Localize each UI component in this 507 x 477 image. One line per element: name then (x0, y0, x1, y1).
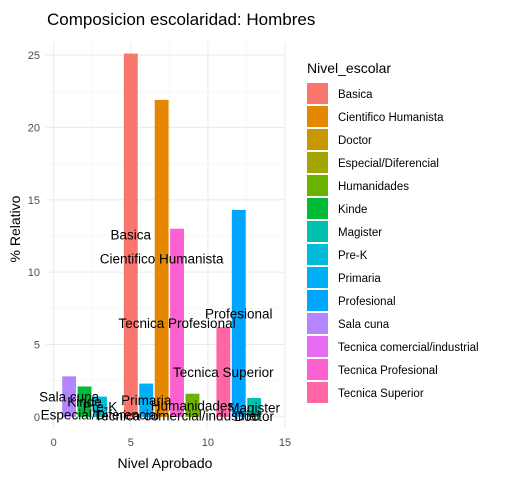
bars (62, 53, 262, 417)
legend-label-tecnica-profesional: Tecnica Profesional (338, 365, 438, 377)
bar-label-especial-diferencial: Especial/Diferencial (41, 408, 160, 423)
legend-label-especial-diferencial: Especial/Diferencial (338, 158, 439, 170)
legend-swatch-magister (307, 221, 328, 242)
bar-label-primaria: Primaria (121, 393, 172, 408)
legend-label-tecnica-comercial-industrial: Tecnica comercial/industrial (338, 342, 479, 354)
legend-swatch-kinde (307, 198, 328, 219)
bar-labels: Basica Cientifico Humanista Doctor Especial… (39, 228, 280, 425)
y-tick-label: 5 (34, 340, 40, 352)
legend-swatch-pre-k (307, 244, 328, 265)
bar-label-humanidades: Humanidades (151, 398, 235, 413)
bar-basica (123, 53, 138, 417)
legend-label-primaria: Primaria (338, 273, 381, 285)
x-tick-label: 0 (51, 437, 57, 449)
bar-sala-cuna (62, 376, 77, 417)
x-axis-title: Nivel Aprobado (118, 455, 213, 471)
y-axis-title: % Relativo (7, 195, 23, 262)
x-tick-label: 5 (128, 437, 134, 449)
bar-label-doctor: Doctor (234, 409, 274, 424)
bar-label-profesional: Profesional (205, 306, 273, 321)
bar-cientifico-humanista (154, 99, 169, 417)
legend-label-magister: Magister (338, 227, 382, 239)
legend-label-doctor: Doctor (338, 135, 372, 147)
y-tick-label: 15 (28, 195, 40, 207)
bar-label-magister: Magister (228, 400, 280, 415)
legend-label-basica: Basica (338, 89, 373, 101)
bar-tecnica-profesional (170, 228, 185, 417)
y-tick-label: 0 (34, 412, 40, 424)
bar-primaria (139, 383, 154, 417)
legend-title: Nivel_escolar (307, 60, 391, 76)
legend: Basica Cientifico Humanista Doctor Especial… (307, 83, 479, 403)
y-axis-ticks: 0 5 10 15 20 25 (28, 50, 40, 424)
bar-label-cientifico-humanista: Cientifico Humanista (100, 251, 224, 266)
bar-label-basica: Basica (111, 228, 152, 243)
bar-label-sala-cuna: Sala cuna (39, 390, 100, 405)
legend-label-humanidades: Humanidades (338, 181, 409, 193)
bar-profesional (231, 209, 246, 417)
legend-swatch-basica (307, 83, 328, 104)
x-tick-label: 10 (202, 437, 214, 449)
legend-label-cientifico-humanista: Cientifico Humanista (338, 112, 444, 124)
legend-label-profesional: Profesional (338, 296, 396, 308)
y-tick-label: 10 (28, 267, 40, 279)
bar-label-pre-k: Pre-K (83, 400, 118, 415)
x-axis-ticks: 0 5 10 15 (51, 437, 291, 449)
bar-tecnica-superior (216, 327, 231, 417)
y-tick-label: 25 (28, 50, 40, 62)
legend-swatch-tecnica-superior (307, 382, 328, 403)
y-tick-label: 20 (28, 122, 40, 134)
legend-label-kinde: Kinde (338, 204, 367, 216)
chart-title: Composicion escolaridad: Hombres (47, 10, 315, 29)
legend-swatch-tecnica-comercial-industrial (307, 336, 328, 357)
legend-label-sala-cuna: Sala cuna (338, 319, 390, 331)
bar-kinde (77, 386, 92, 417)
x-tick-label: 15 (279, 437, 291, 449)
bar-pre-k (93, 396, 107, 417)
bar-label-tecnica-profesional: Tecnica Profesional (119, 316, 236, 331)
legend-label-pre-k: Pre-K (338, 250, 368, 262)
legend-swatch-tecnica-profesional (307, 359, 328, 380)
legend-swatch-cientifico-humanista (307, 106, 328, 127)
bar-humanidades (185, 393, 200, 417)
bar-label-tecnica-superior: Tecnica Superior (173, 365, 274, 380)
legend-swatch-humanidades (307, 175, 328, 196)
legend-swatch-profesional (307, 290, 328, 311)
legend-swatch-primaria (307, 267, 328, 288)
bar-label-tecnica-comercial-industrial: Tecnica comercial/industrial (95, 408, 260, 423)
legend-swatch-sala-cuna (307, 313, 328, 334)
legend-swatch-doctor (307, 129, 328, 150)
bar-label-kinde: Kinde (67, 395, 102, 410)
bar-magister (247, 398, 262, 417)
legend-label-tecnica-superior: Tecnica Superior (338, 388, 424, 400)
legend-swatch-especial-diferencial (307, 152, 328, 173)
